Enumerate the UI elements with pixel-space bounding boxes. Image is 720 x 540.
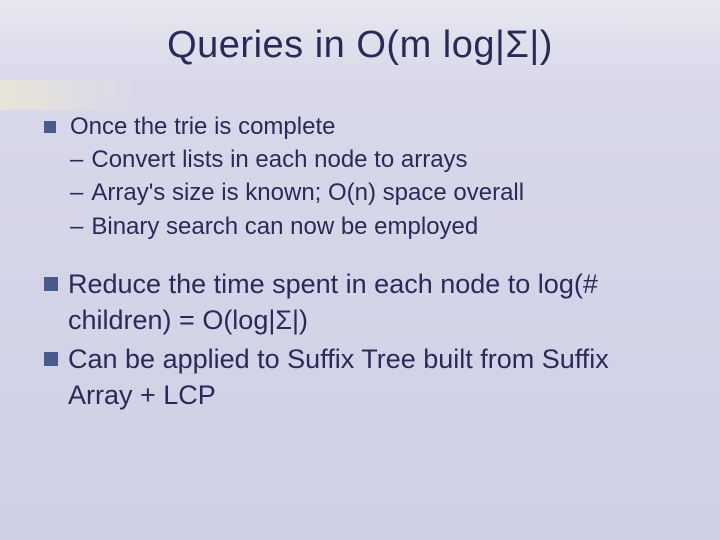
square-bullet-icon [44,277,58,291]
bullet-text: Reduce the time spent in each node to lo… [68,266,676,339]
decorative-accent [0,80,140,110]
bullet-text: Once the trie is complete [70,111,335,142]
bullet-group-2: Reduce the time spent in each node to lo… [44,266,676,414]
sub-bullet-text: Binary search can now be employed [91,211,478,242]
sub-bullet-item: – Array's size is known; O(n) space over… [70,177,676,208]
square-bullet-icon [44,121,56,133]
bullet-item: Once the trie is complete [44,111,676,142]
bullet-text: Can be applied to Suffix Tree built from… [68,341,676,414]
slide-container: Queries in O(m log|Σ|) Once the trie is … [0,0,720,414]
slide-title: Queries in O(m log|Σ|) [44,24,676,67]
dash-icon: – [70,211,83,242]
sub-bullet-text: Convert lists in each node to arrays [91,144,467,175]
bullet-group-1: Once the trie is complete – Convert list… [44,111,676,242]
sub-bullet-text: Array's size is known; O(n) space overal… [91,177,524,208]
dash-icon: – [70,177,83,208]
square-bullet-icon [44,352,58,366]
dash-icon: – [70,144,83,175]
bullet-item: Reduce the time spent in each node to lo… [44,266,676,339]
sub-bullet-item: – Convert lists in each node to arrays [70,144,676,175]
sub-bullet-item: – Binary search can now be employed [70,211,676,242]
bullet-item: Can be applied to Suffix Tree built from… [44,341,676,414]
